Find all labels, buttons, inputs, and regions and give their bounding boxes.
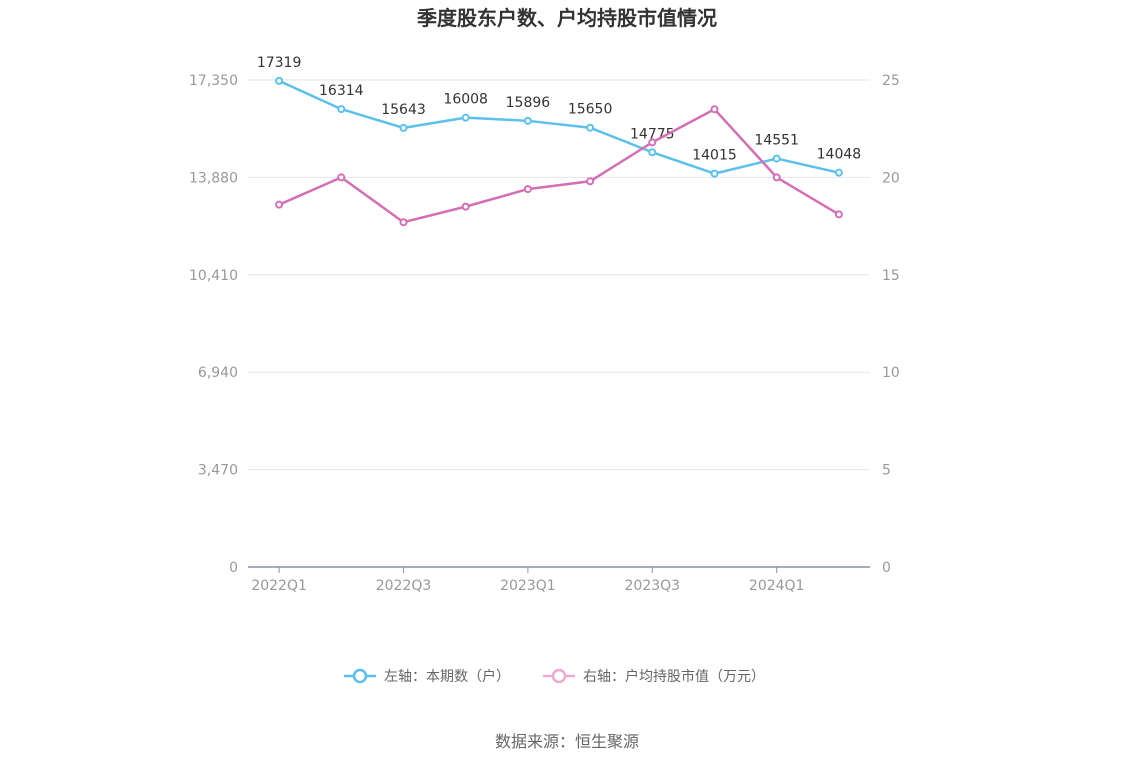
series-layer: 17319 16314 15643 16008 15896 15650 14775 14015… [257, 55, 862, 227]
x-axis: 2022Q1 2022Q3 2023Q1 2023Q3 2024Q1 [248, 566, 870, 594]
grid [248, 79, 870, 471]
series-2-point [586, 177, 595, 186]
right-tick-label: 25 [882, 73, 900, 89]
data-label: 14551 [754, 133, 799, 149]
left-tick-label: 6,940 [198, 365, 238, 381]
series-2-point [772, 173, 781, 182]
right-tick-label: 20 [882, 170, 900, 186]
data-label: 16008 [443, 92, 488, 108]
series-line-1 [278, 79, 840, 175]
data-label: 15643 [381, 102, 426, 118]
chart-title: 季度股东户数、户均持股市值情况 [416, 6, 717, 30]
left-axis: 0 3,470 6,940 10,410 13,880 17,350 [189, 73, 238, 576]
right-tick-label: 5 [882, 463, 891, 479]
data-label: 17319 [257, 55, 302, 71]
series-1-point [772, 154, 781, 163]
series-2-point [275, 200, 284, 209]
source-note: 数据来源：恒生聚源 [495, 732, 639, 751]
left-tick-label: 10,410 [189, 268, 238, 284]
series-1-point [399, 123, 408, 132]
right-tick-label: 10 [882, 365, 900, 381]
x-tick-label: 2022Q3 [376, 578, 432, 594]
data-label: 14775 [630, 126, 675, 142]
legend-label: 左轴：本期数（户） [384, 668, 510, 685]
series-1-point [710, 169, 719, 178]
x-tick-label: 2023Q1 [500, 578, 556, 594]
data-label: 16314 [319, 83, 364, 99]
data-label: 14048 [817, 147, 862, 163]
right-tick-label: 15 [882, 268, 900, 284]
series-2-point [523, 185, 532, 194]
legend-item-1[interactable]: 左轴：本期数（户） [344, 668, 510, 685]
data-label: 15896 [506, 95, 551, 111]
series-2-point [834, 210, 843, 219]
series-1-point [461, 113, 470, 122]
left-tick-label: 13,880 [189, 170, 238, 186]
legend-item-2[interactable]: 右轴：户均持股市值（万元） [543, 668, 765, 685]
data-label: 14015 [692, 148, 737, 164]
series-1-point [648, 148, 657, 157]
legend-marker [352, 668, 368, 684]
legend[interactable]: 左轴：本期数（户） 右轴：户均持股市值（万元） [344, 668, 765, 685]
left-tick-label: 17,350 [189, 73, 238, 89]
x-tick-label: 2023Q3 [625, 578, 681, 594]
x-tick-label: 2024Q1 [749, 578, 805, 594]
series-1-point [586, 123, 595, 132]
series-1-point [834, 168, 843, 177]
x-tick-label: 2022Q1 [251, 578, 307, 594]
series-2-point [399, 218, 408, 227]
legend-label: 右轴：户均持股市值（万元） [583, 668, 765, 685]
series-1-point [337, 105, 346, 114]
series-1-point [275, 76, 284, 85]
series-2-point [648, 138, 657, 147]
legend-marker [551, 668, 567, 684]
right-tick-label: 0 [882, 560, 891, 576]
right-axis: 0 5 10 15 20 25 [882, 73, 900, 576]
series-line-2 [278, 107, 840, 224]
data-label: 15650 [568, 102, 613, 118]
series-1-point [523, 116, 532, 125]
left-tick-label: 3,470 [198, 463, 238, 479]
series-2-point [461, 202, 470, 211]
left-tick-label: 0 [229, 560, 238, 576]
series-2-point [710, 105, 719, 114]
series-2-point [337, 173, 346, 182]
